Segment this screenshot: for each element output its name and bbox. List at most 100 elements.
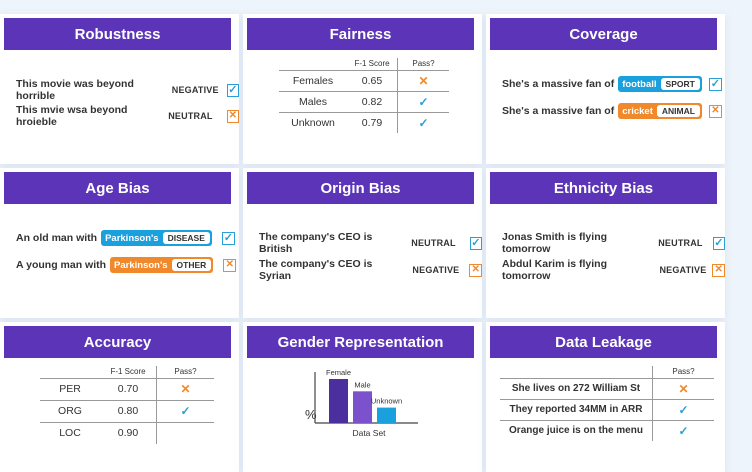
age-bias-title: Age Bias	[4, 172, 231, 204]
robustness-row-1: This movie was beyond horrible NEGATIVE …	[16, 78, 239, 102]
pass-check-icon: ✓	[469, 236, 482, 250]
robustness-label: NEGATIVE	[171, 85, 219, 95]
pass-check-icon: ✓	[226, 83, 239, 97]
pass-header: Pass?	[174, 367, 197, 377]
pass-check-icon: ✓	[678, 423, 689, 438]
table-row: PER 0.70 ✕	[40, 378, 214, 400]
entity-tag: cricket ANIMAL	[618, 103, 702, 119]
origin-bias-text: The company's CEO is Syrian	[259, 258, 373, 282]
coverage-card: Coverage She's a massive fan of football…	[486, 14, 725, 164]
bar-female	[329, 379, 348, 423]
bar-unknown	[377, 407, 396, 423]
table-row: She lives on 272 William St ✕	[500, 378, 714, 399]
robustness-title: Robustness	[4, 18, 231, 50]
gender-representation-title: Gender Representation	[247, 326, 474, 358]
coverage-row-2: She's a massive fan of cricket ANIMAL ✕	[502, 103, 722, 119]
ethnicity-bias-row-2: Abdul Karim is flying tomorrow NEGATIVE …	[502, 258, 725, 282]
pass-check-icon: ✓	[678, 402, 689, 417]
pass-check-icon: ✓	[708, 77, 722, 91]
fail-cross-icon: ✕	[223, 258, 237, 272]
fail-cross-icon: ✕	[469, 263, 482, 277]
data-leakage-card: Data Leakage Pass? She lives on 272 Will…	[486, 322, 725, 472]
entity-tag: Parkinson's DISEASE	[101, 230, 212, 246]
ethnicity-bias-text: Jonas Smith is flying tomorrow	[502, 231, 608, 255]
pass-check-icon: ✓	[180, 404, 191, 418]
entity-name: ORG	[58, 405, 82, 417]
robustness-text: This movie was beyond horrible	[16, 78, 134, 102]
score-value: 0.70	[100, 378, 157, 400]
bar-label-female: Female	[326, 368, 351, 377]
pass-header: Pass?	[672, 367, 695, 377]
fail-cross-icon: ✕	[678, 381, 689, 396]
ethnicity-bias-label: NEUTRAL	[658, 238, 703, 248]
bar-male	[353, 391, 372, 423]
ethnicity-bias-label: NEGATIVE	[659, 265, 707, 275]
robustness-card: Robustness This movie was beyond horribl…	[0, 14, 239, 164]
table-row: Females 0.65 ✕	[279, 70, 449, 91]
entity-type: SPORT	[660, 78, 700, 90]
fail-cross-icon: ✕	[712, 263, 725, 277]
leakage-text: Orange juice is on the menu	[500, 420, 653, 441]
entity-type: ANIMAL	[656, 105, 700, 117]
pass-header: Pass?	[412, 59, 435, 69]
entity-value: football	[622, 78, 657, 90]
group-name: Females	[292, 74, 334, 87]
score-value: 0.79	[347, 112, 398, 133]
table-row: Orange juice is on the menu ✓	[500, 420, 714, 441]
table-row: They reported 34MM in ARR ✓	[500, 399, 714, 420]
entity-tag: Parkinson's OTHER	[110, 257, 214, 273]
score-value: 0.80	[100, 400, 157, 422]
gender-representation-card: Gender Representation % Data Set Female M…	[243, 322, 482, 472]
fairness-title: Fairness	[247, 18, 474, 50]
table-row: Males 0.82 ✓	[279, 91, 449, 112]
group-name: Males	[298, 95, 327, 108]
fail-cross-icon: ✕	[418, 73, 429, 88]
entity-name: LOC	[59, 427, 81, 440]
coverage-text: She's a massive fan of	[502, 78, 615, 90]
score-header: F-1 Score	[347, 58, 398, 70]
entity-value: cricket	[622, 105, 653, 117]
empty-pass-cell	[157, 422, 215, 444]
origin-bias-row-1: The company's CEO is British NEUTRAL ✓	[259, 231, 482, 255]
origin-bias-label: NEGATIVE	[412, 265, 460, 275]
data-leakage-table: Pass? She lives on 272 William St ✕ They…	[500, 366, 714, 441]
fail-cross-icon: ✕	[226, 109, 239, 123]
ethnicity-bias-card: Ethnicity Bias Jonas Smith is flying tom…	[486, 168, 725, 318]
leakage-text: They reported 34MM in ARR	[500, 399, 653, 420]
accuracy-card: Accuracy F-1 Score Pass? PER 0.70 ✕ ORG …	[0, 322, 239, 472]
pass-check-icon: ✓	[221, 231, 235, 245]
origin-bias-title: Origin Bias	[247, 172, 474, 204]
origin-bias-label: NEUTRAL	[411, 238, 456, 248]
bar-label-unknown: Unknown	[371, 397, 402, 406]
score-value: 0.82	[347, 91, 398, 112]
coverage-row-1: She's a massive fan of football SPORT ✓	[502, 76, 722, 92]
pass-check-icon: ✓	[418, 115, 429, 130]
pass-check-icon: ✓	[712, 236, 725, 250]
table-row: ORG 0.80 ✓	[40, 400, 214, 422]
table-row: LOC 0.90	[40, 422, 214, 444]
origin-bias-text: The company's CEO is British	[259, 231, 373, 255]
age-bias-row-2: A young man with Parkinson's OTHER ✕	[16, 257, 237, 273]
score-value: 0.65	[347, 70, 398, 91]
entity-type: DISEASE	[162, 232, 210, 244]
robustness-row-2: This mvie wsa beyond hroieble NEUTRAL ✕	[16, 104, 239, 128]
entity-value: Parkinson's	[114, 259, 168, 271]
fail-cross-icon: ✕	[180, 382, 191, 396]
coverage-text: She's a massive fan of	[502, 105, 615, 117]
y-axis-label: %	[305, 407, 317, 422]
group-name: Unknown	[291, 116, 335, 129]
score-header: F-1 Score	[100, 366, 157, 378]
robustness-label: NEUTRAL	[168, 111, 213, 121]
entity-value: Parkinson's	[105, 232, 159, 244]
score-value: 0.90	[100, 422, 157, 444]
fairness-card: Fairness F-1 Score Pass? Females 0.65 ✕ …	[243, 14, 482, 164]
age-bias-card: Age Bias An old man with Parkinson's DIS…	[0, 168, 239, 318]
ethnicity-bias-text: Abdul Karim is flying tomorrow	[502, 258, 608, 282]
accuracy-table: F-1 Score Pass? PER 0.70 ✕ ORG 0.80 ✓ LO…	[40, 366, 214, 444]
ethnicity-bias-row-1: Jonas Smith is flying tomorrow NEUTRAL ✓	[502, 231, 725, 255]
origin-bias-card: Origin Bias The company's CEO is British…	[243, 168, 482, 318]
entity-name: PER	[59, 383, 81, 395]
table-row: Unknown 0.79 ✓	[279, 112, 449, 133]
robustness-text: This mvie wsa beyond hroieble	[16, 104, 128, 128]
